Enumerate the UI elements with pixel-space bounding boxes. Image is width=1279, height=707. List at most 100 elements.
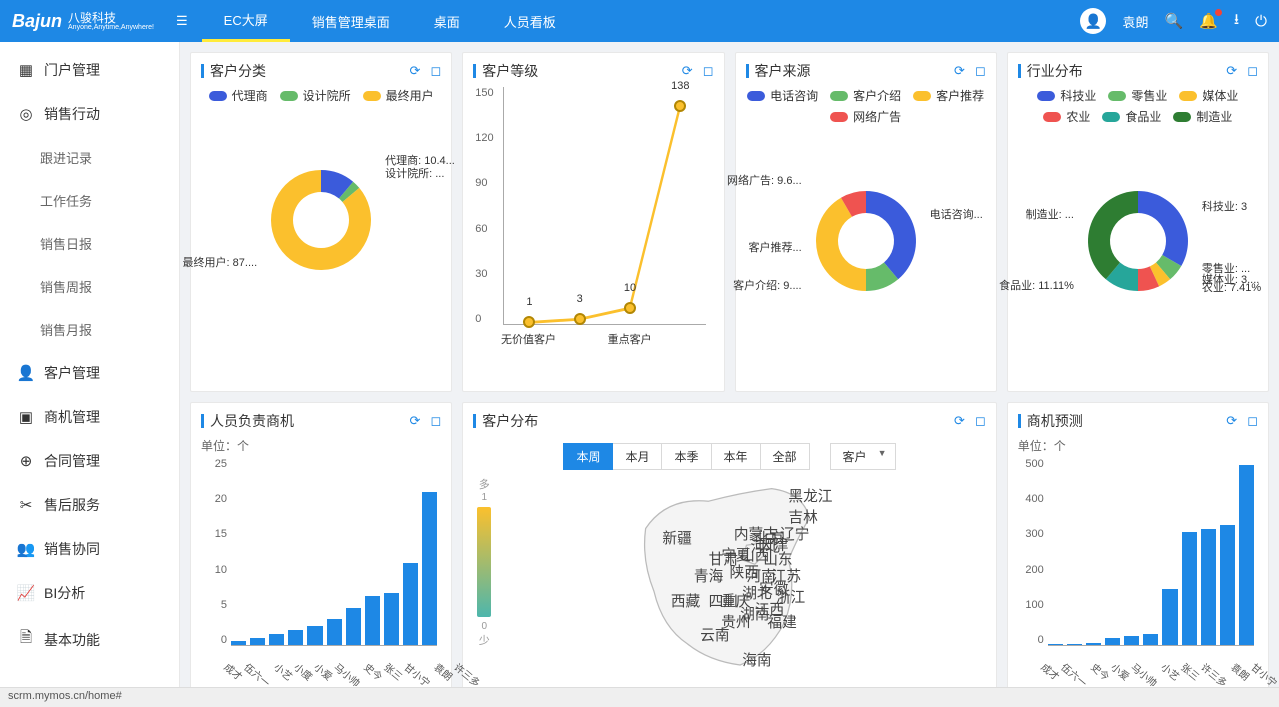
sidebar-item[interactable]: 👤客户管理 [0, 351, 179, 395]
card-title: 客户分类 [201, 61, 266, 81]
bar[interactable] [1124, 636, 1139, 645]
sidebar-item[interactable]: ▣商机管理 [0, 395, 179, 439]
bar[interactable] [288, 630, 303, 645]
legend-item[interactable]: 代理商 [209, 87, 268, 104]
data-point[interactable] [674, 100, 686, 112]
bar[interactable] [250, 638, 265, 645]
refresh-icon[interactable]: ⟳ [682, 63, 693, 79]
search-icon[interactable]: 🔍 [1164, 12, 1183, 30]
legend-item[interactable]: 客户推荐 [913, 87, 984, 104]
legend-item[interactable]: 农业 [1043, 108, 1090, 125]
expand-icon[interactable]: ◻ [430, 63, 441, 79]
menu-toggle-icon[interactable]: ☰ [176, 13, 188, 29]
bar[interactable] [1067, 644, 1082, 645]
sidebar-subitem[interactable]: 跟进记录 [0, 136, 179, 179]
legend-item[interactable]: 食品业 [1102, 108, 1161, 125]
data-point-label: 10 [624, 282, 636, 294]
card-body: 03060901201501310138无价值客户重点客户 [473, 87, 713, 381]
data-point[interactable] [523, 316, 535, 328]
sidebar-item[interactable]: ▦门户管理 [0, 48, 179, 92]
expand-icon[interactable]: ◻ [1247, 413, 1258, 429]
sidebar-item[interactable]: 📈BI分析 [0, 571, 179, 615]
download-icon[interactable]: ⭳ [1234, 9, 1239, 34]
bar[interactable] [1105, 638, 1120, 645]
range-button[interactable]: 本月 [613, 443, 662, 470]
bar[interactable] [1239, 465, 1254, 645]
data-point[interactable] [574, 313, 586, 325]
legend-item[interactable]: 媒体业 [1179, 87, 1238, 104]
legend-item[interactable]: 设计院所 [280, 87, 351, 104]
bar[interactable] [403, 563, 418, 645]
y-axis: 0100200300400500 [1018, 458, 1044, 646]
topnav-item[interactable]: 销售管理桌面 [290, 0, 412, 42]
legend-item[interactable]: 电话咨询 [747, 87, 818, 104]
sidebar-subitem[interactable]: 销售月报 [0, 308, 179, 351]
legend-item[interactable]: 客户介绍 [830, 87, 901, 104]
expand-icon[interactable]: ◻ [703, 63, 714, 79]
bar[interactable] [269, 634, 284, 645]
sidebar-subitem[interactable]: 销售周报 [0, 265, 179, 308]
legend-item[interactable]: 最终用户 [363, 87, 434, 104]
topnav-item[interactable]: EC大屏 [202, 0, 290, 42]
range-button[interactable]: 本周 [563, 443, 613, 470]
expand-icon[interactable]: ◻ [430, 413, 441, 429]
legend-item[interactable]: 制造业 [1173, 108, 1232, 125]
user-name[interactable]: 袁朗 [1122, 12, 1148, 31]
refresh-icon[interactable]: ⟳ [954, 413, 965, 429]
card-opportunity-forecast: 商机预测⟳◻单位：个0100200300400500成才伍六一史今小爱马小帅小艺… [1007, 402, 1269, 687]
topnav-item[interactable]: 人员看板 [482, 0, 578, 42]
sidebar-item[interactable]: ✂售后服务 [0, 483, 179, 527]
avatar[interactable]: 👤 [1080, 8, 1106, 34]
bar[interactable] [365, 596, 380, 645]
china-map[interactable]: 新疆西藏青海甘肃内蒙古黑龙江吉林辽宁宁夏陕西山西河北北京天津山东河南四川重庆湖北… [499, 476, 960, 686]
bar-chart: 0510152025成才伍六一小艺小度小爱马小帅史今张三甘小宁袁朗许三多 [201, 458, 441, 668]
legend-item[interactable]: 科技业 [1037, 87, 1096, 104]
legend-item[interactable]: 零售业 [1108, 87, 1167, 104]
range-button[interactable]: 本年 [712, 443, 761, 470]
sidebar-item[interactable]: ⊕合同管理 [0, 439, 179, 483]
refresh-icon[interactable]: ⟳ [1226, 413, 1237, 429]
expand-icon[interactable]: ◻ [1247, 63, 1258, 79]
bar[interactable] [1220, 525, 1235, 645]
refresh-icon[interactable]: ⟳ [410, 63, 421, 79]
sidebar-item[interactable]: ◎销售行动 [0, 92, 179, 136]
card-staff-opportunity: 人员负责商机⟳◻单位：个0510152025成才伍六一小艺小度小爱马小帅史今张三… [190, 402, 452, 687]
bar[interactable] [1048, 644, 1063, 645]
sidebar-subitem[interactable]: 工作任务 [0, 179, 179, 222]
donut-label: 网络广告: 9.6... [727, 172, 802, 188]
sidebar-item[interactable]: 👥销售协同 [0, 527, 179, 571]
chart-legend: 代理商设计院所最终用户 [201, 87, 441, 104]
chart-unit: 单位：个 [1018, 437, 1258, 454]
bar[interactable] [307, 626, 322, 645]
bar[interactable] [346, 608, 361, 645]
sidebar-subitem[interactable]: 销售日报 [0, 222, 179, 265]
card-header: 行业分布⟳◻ [1018, 61, 1258, 81]
bar[interactable] [327, 619, 342, 645]
expand-icon[interactable]: ◻ [975, 413, 986, 429]
power-icon[interactable]: ⏻ [1255, 13, 1267, 30]
data-point[interactable] [624, 302, 636, 314]
bar[interactable] [1162, 589, 1177, 645]
statusbar-url: scrm.mymos.cn/home# [8, 690, 122, 702]
topnav-item[interactable]: 桌面 [412, 0, 482, 42]
notification-icon[interactable]: 🔔 [1199, 12, 1218, 30]
range-button[interactable]: 本季 [662, 443, 711, 470]
refresh-icon[interactable]: ⟳ [954, 63, 965, 79]
donut-label: 科技业: 3 [1202, 198, 1247, 214]
refresh-icon[interactable]: ⟳ [1226, 63, 1237, 79]
range-button[interactable]: 全部 [761, 443, 810, 470]
bar[interactable] [1086, 643, 1101, 645]
bar[interactable] [384, 593, 399, 645]
expand-icon[interactable]: ◻ [975, 63, 986, 79]
bar[interactable] [1143, 634, 1158, 645]
bar[interactable] [231, 641, 246, 645]
entity-select[interactable]: 客户 [830, 443, 896, 470]
legend-item[interactable]: 网络广告 [830, 108, 901, 125]
bar[interactable] [1201, 529, 1216, 645]
card-actions: ⟳◻ [410, 63, 442, 79]
bar[interactable] [1182, 532, 1197, 645]
refresh-icon[interactable]: ⟳ [410, 413, 421, 429]
sidebar-item[interactable]: 🗎基本功能 [0, 615, 179, 664]
bar[interactable] [422, 492, 437, 645]
card-body: 科技业零售业媒体业农业食品业制造业科技业: 3零售业: ...媒体业: 3...… [1018, 87, 1258, 381]
